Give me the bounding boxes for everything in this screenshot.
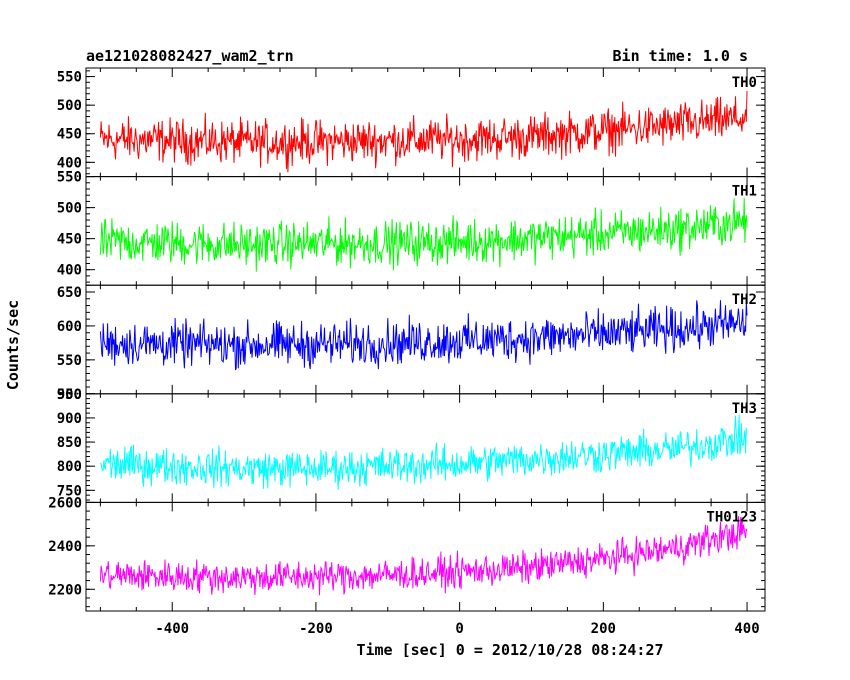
panel-frame-th2 <box>85 284 766 395</box>
series-line-th0 <box>99 90 748 173</box>
y-tick-label: 550 <box>57 70 82 86</box>
y-tick-label: 400 <box>57 263 82 279</box>
y-tick-label: 600 <box>57 319 82 335</box>
y-tick-label: 400 <box>57 155 82 171</box>
panel-frame-th0123 <box>85 501 766 612</box>
x-tick-label: -200 <box>299 621 333 637</box>
x-tick-label: 0 <box>455 621 463 637</box>
panel-label-th0123: TH0123 <box>706 509 757 525</box>
y-tick-label: 850 <box>57 435 82 451</box>
y-tick-label: 2200 <box>48 582 82 598</box>
y-tick-label: 500 <box>57 98 82 114</box>
x-tick-label: -400 <box>155 621 189 637</box>
series-line-th3 <box>99 414 748 490</box>
y-tick-label: 500 <box>57 387 82 403</box>
x-tick-label: 400 <box>734 621 759 637</box>
panel-label-th2: TH2 <box>732 292 757 308</box>
panels-group: 400 450 500 550 TH0 400 450 500 550 TH1 500 550 600 6… <box>48 67 766 637</box>
y-axis-label: Counts/sec <box>4 300 22 390</box>
x-axis-label: Time [sec] 0 = 2012/10/28 08:24:27 <box>356 641 663 659</box>
y-tick-label: 800 <box>57 459 82 475</box>
y-tick-label: 550 <box>57 353 82 369</box>
series-line-th0123 <box>99 516 748 596</box>
y-tick-label: 650 <box>57 285 82 301</box>
y-tick-label: 2600 <box>48 495 82 511</box>
panel-label-th1: TH1 <box>732 184 757 200</box>
y-tick-label: 900 <box>57 411 82 427</box>
y-tick-label: 550 <box>57 170 82 186</box>
y-tick-label: 2400 <box>48 539 82 555</box>
series-line-th2 <box>99 300 748 371</box>
series-line-th1 <box>99 197 748 272</box>
y-tick-label: 450 <box>57 127 82 143</box>
y-tick-label: 950 <box>57 387 82 403</box>
bin-time-label: Bin time: 1.0 s <box>613 47 748 65</box>
panel-label-th0: TH0 <box>732 75 757 91</box>
panel-label-th3: TH3 <box>732 401 757 417</box>
y-tick-label: 450 <box>57 232 82 248</box>
chart-title: ae121028082427_wam2_trn <box>86 47 294 65</box>
panel-frame-th1 <box>85 176 766 286</box>
x-tick-label: 200 <box>591 621 616 637</box>
y-tick-label: 750 <box>57 483 82 499</box>
y-tick-label: 500 <box>57 201 82 217</box>
